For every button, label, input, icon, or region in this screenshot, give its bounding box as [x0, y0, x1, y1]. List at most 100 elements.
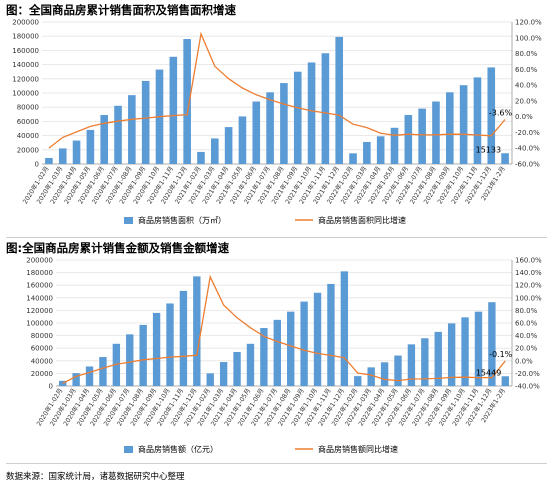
y-tick-label-right: -40.0% [515, 145, 540, 153]
bar [377, 136, 385, 164]
bar [287, 312, 294, 386]
y-tick-label-left: 0 [49, 383, 53, 391]
bar [207, 373, 214, 386]
bar [139, 325, 146, 386]
y-tick-label-right: 20.0% [515, 345, 538, 353]
bar [239, 116, 247, 164]
data-label: 15133 [476, 145, 501, 154]
bar [280, 83, 288, 164]
bar [166, 303, 173, 386]
y-tick-label-right: 100.0% [515, 294, 542, 302]
y-tick-label-left: 200000 [12, 19, 39, 27]
y-tick-label-left: 100000 [26, 320, 53, 328]
y-tick-label-left: 20000 [31, 370, 53, 378]
bar [335, 37, 343, 164]
divider [6, 463, 547, 464]
legend-label: 商品房销售额（亿元） [138, 444, 218, 454]
legend-label: 商品房销售面积同比增速 [318, 215, 406, 225]
chart-panel-amount: 图:全国商品房累计销售金额及销售金额增速 0 20000 40000 60000 800… [0, 238, 553, 468]
bar [59, 148, 67, 164]
y-tick-label-left: 80000 [17, 104, 39, 112]
bar [322, 53, 330, 164]
bar [274, 320, 281, 386]
bar [405, 115, 413, 164]
source-note: 数据来源：国家统计局，诸葛数据研究中心整理 [6, 470, 185, 482]
y-tick-label-left: 180000 [26, 269, 53, 277]
data-label: -3.6% [489, 109, 513, 118]
y-tick-label-right: 40.0% [515, 82, 538, 90]
y-tick-label-right: -20.0% [515, 370, 540, 378]
bar [170, 57, 178, 164]
bar [448, 323, 455, 386]
y-tick-label-right: 20.0% [515, 97, 538, 105]
y-tick-label-left: 200000 [26, 257, 53, 265]
bar [367, 367, 374, 386]
bar [142, 81, 150, 164]
bar [45, 158, 53, 164]
bar [180, 291, 187, 386]
bar [446, 92, 454, 164]
y-tick-label-left: 160000 [12, 47, 39, 55]
y-tick-label-right: 160.0% [515, 257, 542, 265]
bar [391, 128, 399, 164]
bar [294, 72, 302, 164]
bar [418, 109, 426, 164]
y-tick-label-left: 60000 [17, 118, 39, 126]
legend-swatch-bar [124, 446, 133, 453]
y-tick-label-right: 80.0% [515, 50, 538, 58]
y-tick-label-right: 60.0% [515, 320, 538, 328]
bar [381, 362, 388, 386]
bar [349, 153, 357, 164]
y-tick-label-left: 40000 [17, 132, 39, 140]
bar [461, 317, 468, 386]
bar [247, 344, 254, 386]
bar [126, 334, 133, 386]
bar [363, 142, 371, 164]
bar [314, 293, 321, 386]
bar [225, 127, 233, 164]
y-tick-label-right: 140.0% [515, 269, 542, 277]
y-tick-label-left: 40000 [31, 357, 53, 365]
y-tick-label-right: 120.0% [515, 282, 542, 290]
area-chart: 0200004000060000800001000001200001400001… [0, 16, 553, 244]
bar [99, 357, 106, 386]
bar [220, 362, 227, 386]
bar [86, 366, 93, 386]
y-tick-label-left: 160000 [26, 282, 53, 290]
legend-swatch-bar [124, 217, 133, 224]
data-label: -0.1% [489, 350, 513, 359]
bar [300, 302, 307, 386]
legend-label: 商品房销售面积（万㎡） [138, 215, 226, 225]
bar [394, 356, 401, 386]
bar [233, 352, 240, 386]
bar [87, 130, 95, 164]
y-tick-label-right: 60.0% [515, 66, 538, 74]
y-tick-label-right: 40.0% [515, 332, 538, 340]
bar [266, 92, 274, 164]
y-tick-label-right: -60.0% [515, 161, 540, 169]
bar [502, 376, 509, 386]
y-tick-label-left: 20000 [17, 146, 39, 154]
bar [354, 376, 361, 386]
bar [197, 152, 205, 164]
bar [341, 271, 348, 386]
bar [211, 138, 219, 164]
legend-label: 商品房销售额同比增速 [318, 444, 398, 454]
bar [501, 153, 509, 164]
y-tick-label-left: 80000 [31, 332, 53, 340]
y-tick-label-left: 180000 [12, 33, 39, 41]
y-tick-label-left: 140000 [26, 294, 53, 302]
y-tick-label-left: 0 [35, 161, 39, 169]
y-tick-label-left: 120000 [12, 75, 39, 83]
bar [114, 106, 122, 164]
y-tick-label-right: 120.0% [515, 19, 542, 27]
amount-chart: 0 20000 40000 60000 80000 100000 120000 140000 1… [0, 254, 553, 468]
y-tick-label-left: 120000 [26, 307, 53, 315]
bar [252, 102, 260, 164]
chart-panel-area: 图：全国商品房累计销售面积及销售面积增速 0 20000 40000 60000 800… [0, 0, 553, 244]
bar [327, 284, 334, 386]
bar [193, 276, 200, 386]
bar [128, 95, 136, 164]
y-tick-label-right: 80.0% [515, 307, 538, 315]
bar [432, 102, 440, 164]
